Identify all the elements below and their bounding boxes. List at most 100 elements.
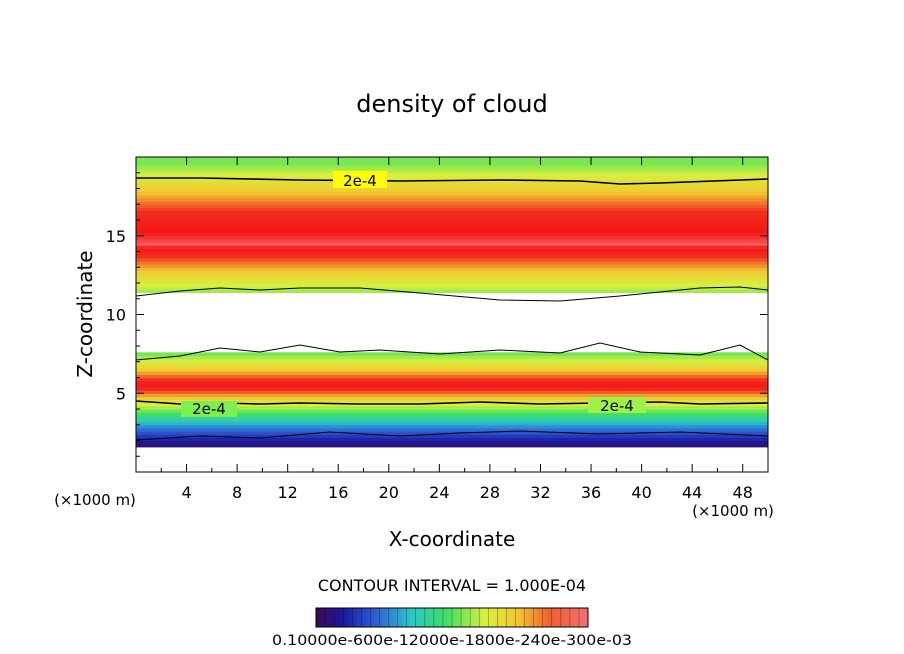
density-band-50: [136, 226, 768, 231]
x-unit-left: (×1000 m): [54, 491, 136, 509]
contour-lines: 2e-4 2e-4 2e-4: [136, 171, 768, 441]
x-axis-ticks: 4 8 12 16 20 24 28 32 36 40 44 48: [160, 157, 753, 502]
density-band-67: [136, 172, 768, 177]
density-band-3: [136, 434, 768, 438]
density-band-68: [136, 169, 768, 174]
x-tick-label: 20: [379, 483, 399, 502]
x-tick-label: 48: [733, 483, 753, 502]
density-band-23: [136, 371, 768, 375]
density-band-28: [136, 355, 768, 360]
x-tick-label: 8: [232, 483, 242, 502]
density-band-44: [136, 245, 768, 249]
density-band-8: [136, 418, 768, 423]
contour-label-bg-3: [588, 397, 646, 413]
density-band-30: [136, 289, 768, 294]
colorbar: [315, 607, 589, 628]
density-band-52: [136, 220, 768, 224]
density-band-54: [136, 213, 768, 218]
density-band-37: [136, 267, 768, 271]
density-band-27: [136, 358, 768, 363]
contour-interval-label: CONTOUR INTERVAL = 1.000E-04: [318, 576, 586, 595]
density-band-5: [136, 427, 768, 432]
density-band-32: [136, 283, 768, 287]
x-axis-label: X-coordinate: [389, 527, 516, 551]
x-unit-right: (×1000 m): [692, 502, 774, 520]
density-band-39: [136, 260, 768, 265]
density-band-72: [136, 157, 768, 161]
density-band-29: [136, 352, 768, 357]
density-band-61: [136, 191, 768, 196]
density-band-11: [136, 409, 768, 413]
density-band-36: [136, 270, 768, 275]
density-band-71: [136, 160, 768, 164]
density-band-1: [136, 440, 768, 445]
density-band-19: [136, 383, 768, 388]
density-band-64: [136, 182, 768, 186]
density-band-21: [136, 377, 768, 382]
density-band-0: [136, 443, 768, 448]
contour-label-bg-2: [181, 401, 237, 417]
density-band-46: [136, 238, 768, 243]
x-tick-label: 44: [682, 483, 702, 502]
x-tick-label: 32: [530, 483, 550, 502]
contour-line-upper: [136, 177, 768, 185]
density-band-14: [136, 399, 768, 404]
density-band-25: [136, 364, 768, 369]
density-band-60: [136, 194, 768, 199]
density-band-34: [136, 276, 768, 281]
x-tick-label: 40: [631, 483, 651, 502]
y-tick-label: 10: [106, 306, 126, 325]
density-band-53: [136, 216, 768, 221]
clear-band-edge-bottom: [136, 342, 768, 361]
density-band-42: [136, 251, 768, 256]
density-band-59: [136, 197, 768, 202]
density-band-43: [136, 248, 768, 253]
density-band-10: [136, 412, 768, 416]
density-band-70: [136, 163, 768, 168]
clear-band-edge-top: [136, 286, 768, 302]
density-band-12: [136, 405, 768, 410]
chart-title: density of cloud: [356, 90, 547, 118]
y-tick-label: 15: [106, 227, 126, 246]
density-band-38: [136, 264, 768, 268]
contour-label-bg-1: [333, 171, 387, 188]
density-band-20: [136, 380, 768, 385]
x-tick-label: 24: [429, 483, 449, 502]
density-band-40: [136, 257, 768, 262]
density-band-55: [136, 210, 768, 215]
density-band-15: [136, 396, 768, 401]
density-band-48: [136, 232, 768, 237]
density-band-22: [136, 374, 768, 379]
colorbar-ticks: [324, 608, 580, 627]
density-band-9: [136, 415, 768, 420]
density-band-56: [136, 207, 768, 212]
density-band-35: [136, 273, 768, 278]
density-band-47: [136, 235, 768, 240]
density-band-58: [136, 201, 768, 205]
x-tick-label: 12: [278, 483, 298, 502]
x-tick-label: 16: [328, 483, 348, 502]
density-band-24: [136, 368, 768, 372]
contour-label-1: 2e-4: [343, 172, 377, 190]
density-band-7: [136, 421, 768, 426]
x-tick-label: 36: [581, 483, 601, 502]
density-band-49: [136, 229, 768, 234]
density-band-26: [136, 361, 768, 366]
density-band-2: [136, 437, 768, 442]
x-tick-label: 28: [480, 483, 500, 502]
density-band-13: [136, 402, 768, 407]
density-band-6: [136, 424, 768, 429]
density-band-69: [136, 166, 768, 171]
colorbar-labels: 0.10000e-600e-12000e-1800e-240e-300e-03: [272, 633, 632, 649]
contour-label-3: 2e-4: [600, 397, 634, 415]
y-tick-label: 5: [116, 384, 126, 403]
density-band-33: [136, 279, 768, 284]
density-band-66: [136, 175, 768, 180]
density-band-31: [136, 286, 768, 290]
density-band-62: [136, 188, 768, 193]
x-tick-label: 4: [181, 483, 191, 502]
density-band-45: [136, 242, 768, 246]
density-band-16: [136, 393, 768, 397]
density-band-51: [136, 223, 768, 227]
